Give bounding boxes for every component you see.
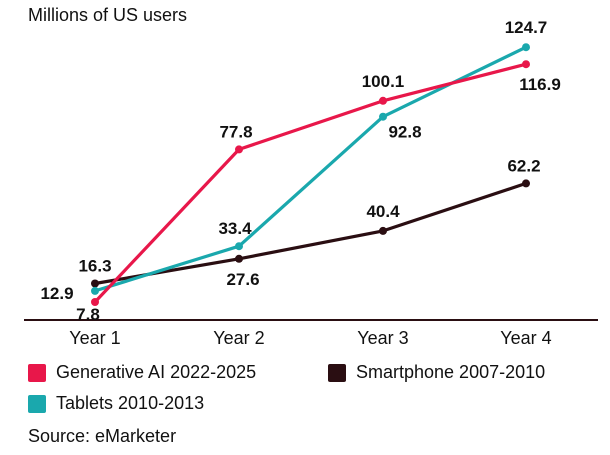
legend-label: Smartphone 2007-2010 <box>356 362 546 382</box>
data-point <box>522 43 530 52</box>
data-point <box>522 60 530 69</box>
data-label: 92.8 <box>388 123 421 142</box>
series-line <box>94 181 527 286</box>
data-label: 33.4 <box>218 219 252 238</box>
series-line <box>93 62 527 304</box>
legend-label: Generative AI 2022-2025 <box>56 362 257 382</box>
data-point <box>91 279 99 288</box>
series-line <box>94 45 527 293</box>
data-label: 100.1 <box>362 72 405 91</box>
y-axis-label: Millions of US users <box>28 5 188 25</box>
source-note: Source: eMarketer <box>28 426 177 446</box>
data-point <box>522 179 530 188</box>
data-label: 40.4 <box>366 202 400 221</box>
data-label: 116.9 <box>519 75 561 94</box>
data-point <box>235 145 243 154</box>
data-point <box>379 96 387 105</box>
legend-swatch <box>28 363 46 382</box>
data-point <box>91 286 99 295</box>
x-tick-label: Year 2 <box>213 328 264 348</box>
legend-item-generative-ai: Generative AI 2022-2025 <box>28 362 256 383</box>
data-point <box>235 254 243 263</box>
data-point <box>379 112 387 121</box>
data-label: 16.3 <box>78 257 111 276</box>
x-tick-label: Year 3 <box>357 328 408 348</box>
data-label: 7.8 <box>76 305 100 324</box>
data-labels: 7.8 77.8 100.1 116.9 12.9 33.4 92.8 124.7 16.3 27… <box>40 18 560 324</box>
x-tick-label: Year 4 <box>500 328 551 348</box>
legend-swatch <box>328 363 346 382</box>
data-label: 27.6 <box>226 270 259 289</box>
data-label: 62.2 <box>507 156 540 175</box>
data-point <box>235 242 243 251</box>
data-label: 77.8 <box>219 122 252 141</box>
series-layer <box>91 43 530 306</box>
legend-item-tablets: Tablets 2010-2013 <box>28 393 204 414</box>
legend-label: Tablets 2010-2013 <box>56 393 205 413</box>
data-label: 124.7 <box>505 18 548 37</box>
data-label: 12.9 <box>40 284 73 303</box>
legend-swatch <box>28 394 46 413</box>
data-point <box>379 226 387 235</box>
data-point <box>91 298 99 306</box>
legend-item-smartphone: Smartphone 2007-2010 <box>328 362 545 383</box>
x-tick-labels: Year 1 Year 2 Year 3 Year 4 <box>69 328 551 348</box>
x-tick-label: Year 1 <box>69 328 120 348</box>
